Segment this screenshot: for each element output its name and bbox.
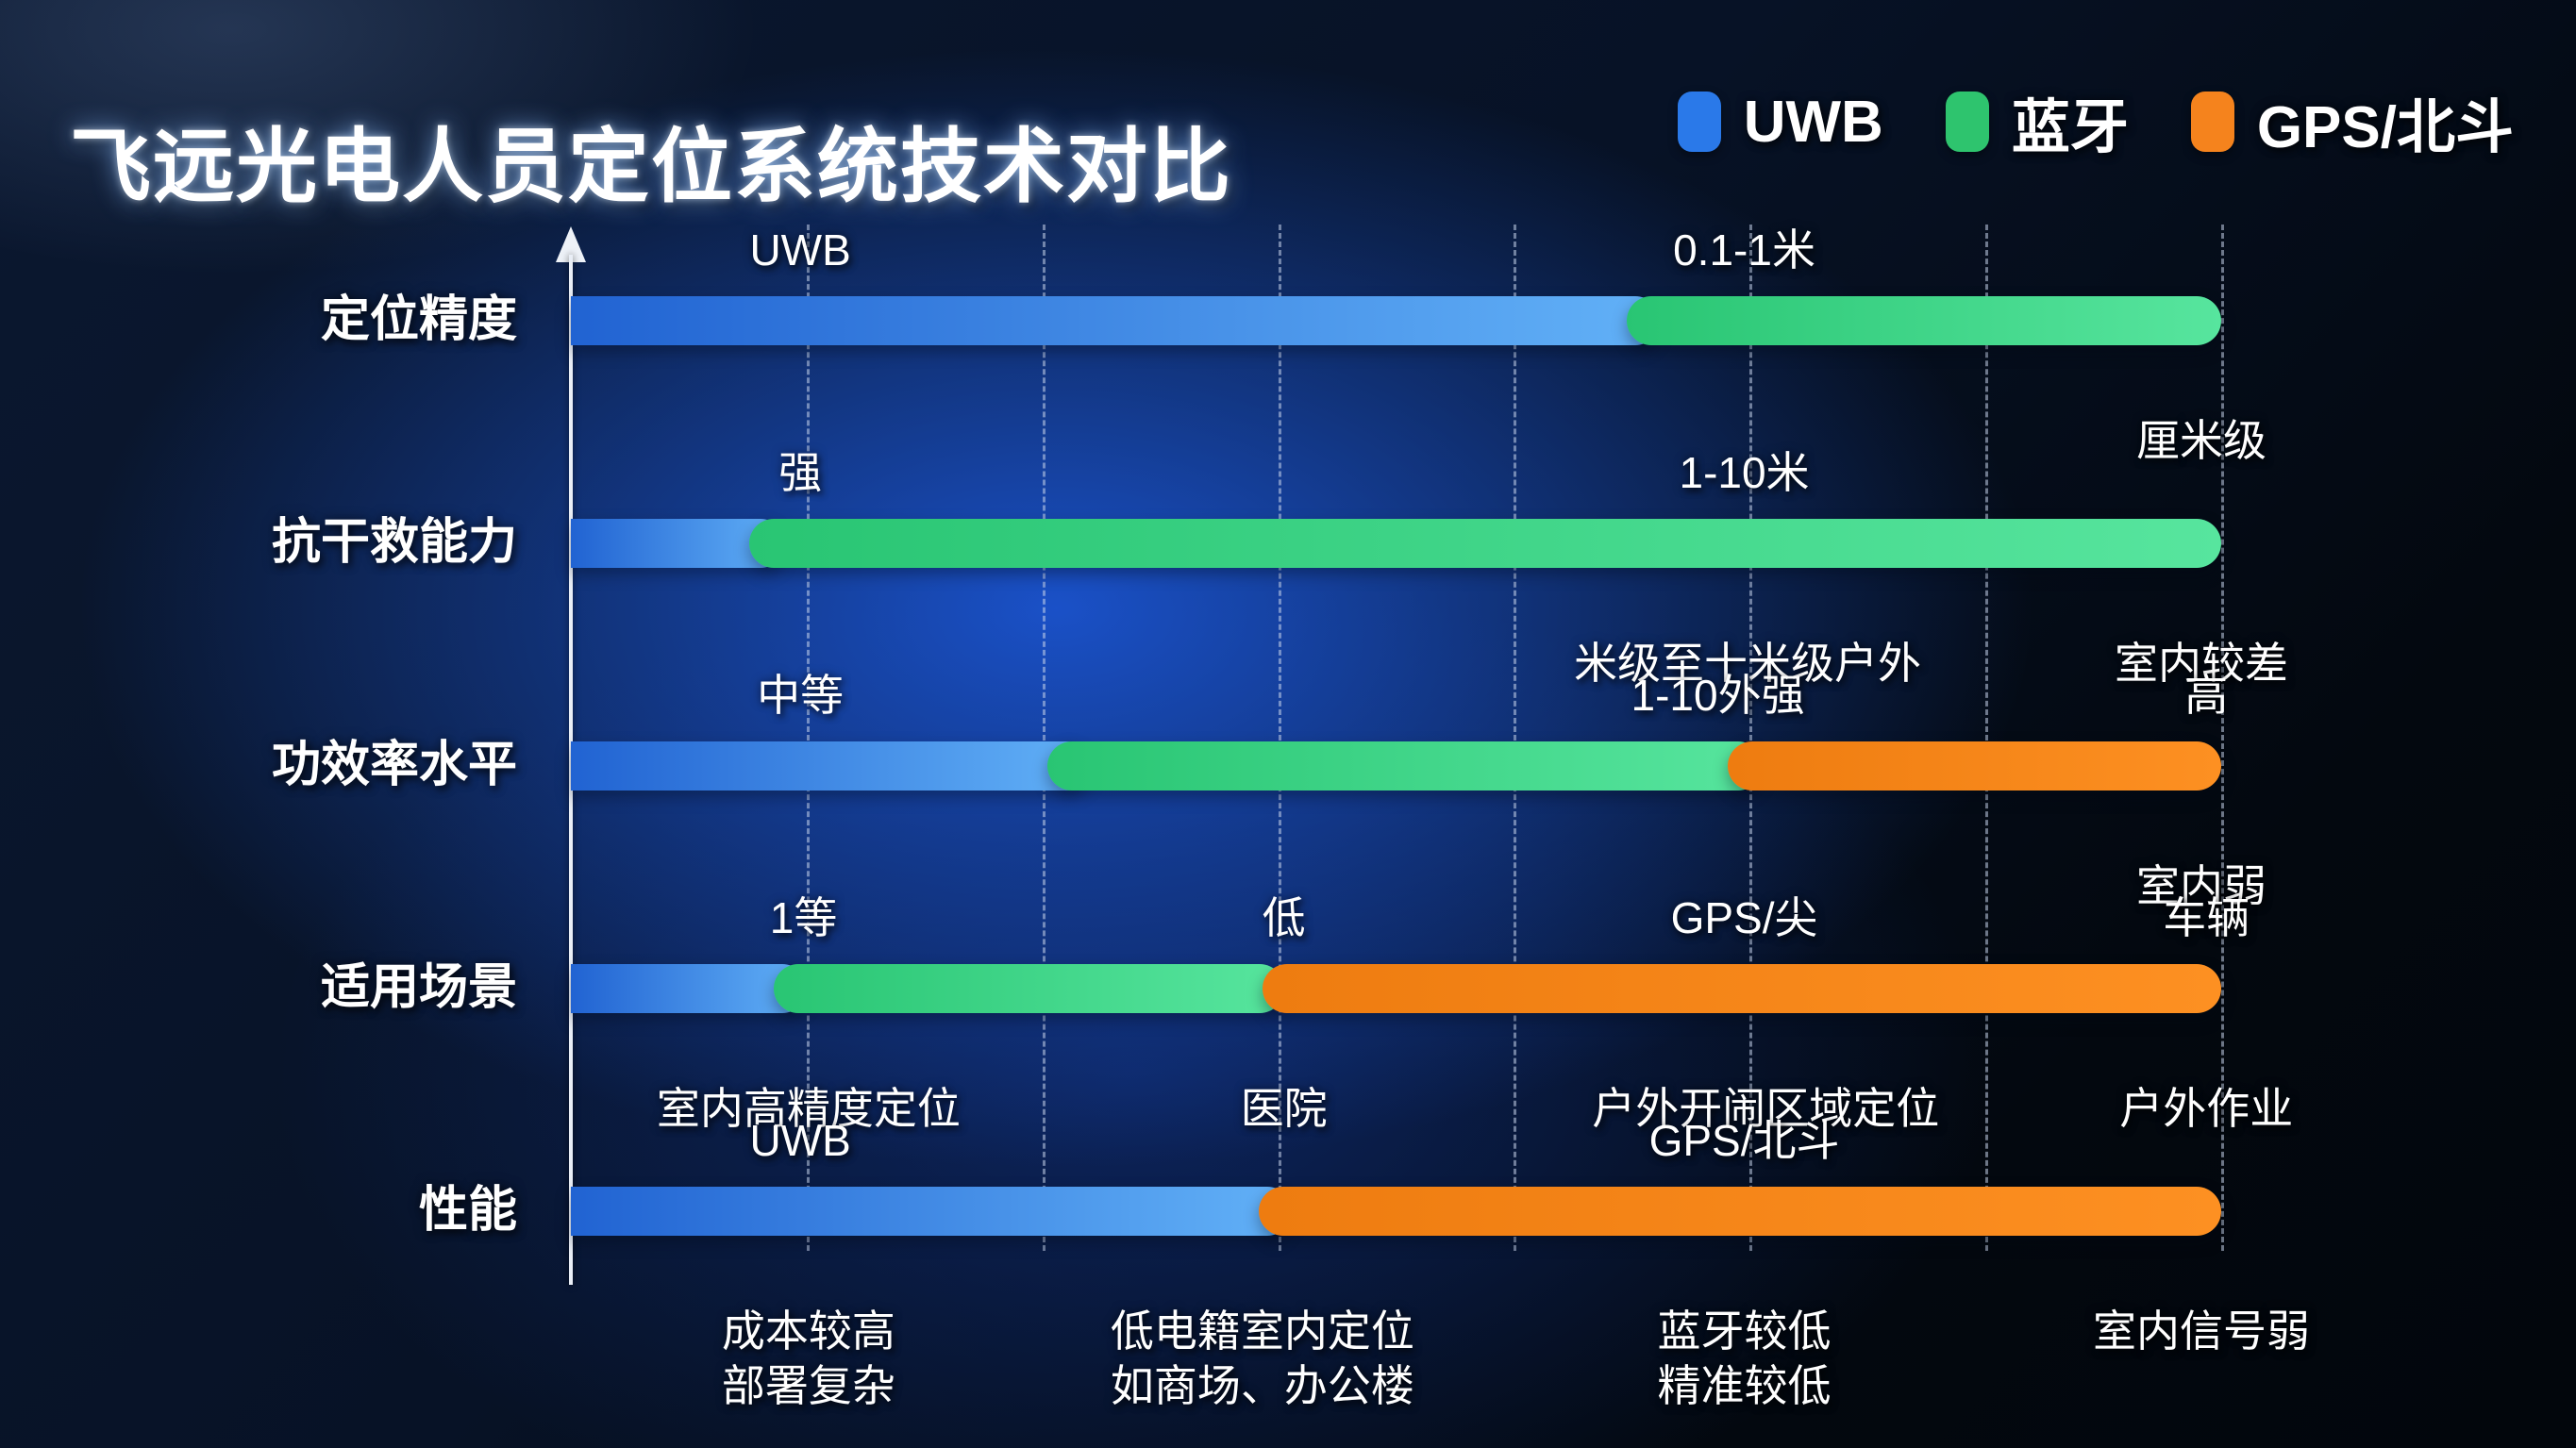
row-category-label: 性能 xyxy=(418,1183,517,1238)
gridline xyxy=(1042,225,1045,1251)
bar-annotation-below: 低电籍室内定位 如商场、办公楼 xyxy=(1110,1307,1414,1410)
bar-annotation-below: 医院 xyxy=(1240,1084,1328,1133)
bar-annotation-below: 米级至十米级户外 xyxy=(1574,639,1922,688)
bar-annotation-above: 低 xyxy=(1262,893,1306,942)
bar-segment xyxy=(1627,296,2221,345)
bar-annotation-above: UWB xyxy=(749,225,851,275)
bar-segment xyxy=(748,519,2221,568)
legend-swatch-icon xyxy=(1677,92,1721,152)
gridline xyxy=(1278,225,1281,1251)
gridline xyxy=(1749,225,1753,1251)
bar-annotation-above: UWB xyxy=(749,1116,851,1165)
bar-annotation-below: 室内较差 xyxy=(2115,639,2288,688)
bar-annotation-above: 车辆 xyxy=(2163,893,2250,942)
bar-segment xyxy=(1262,964,2221,1013)
bar-annotation-below: 室内弱 xyxy=(2136,861,2267,910)
bar-segment xyxy=(1259,1187,2221,1236)
gridline xyxy=(1985,225,1989,1251)
gridline xyxy=(2221,225,2224,1251)
bar-annotation-above: 强 xyxy=(778,448,823,497)
legend-label: 蓝牙 xyxy=(2011,95,2129,160)
bar-annotation-below: 蓝牙较低 精准较低 xyxy=(1657,1307,1832,1410)
bar-annotation-above: 0.1-1米 xyxy=(1673,225,1815,275)
bar-annotation-above: 中等 xyxy=(757,671,845,720)
row-category-label: 抗干救能力 xyxy=(271,515,517,570)
page-title: 飞远光电人员定位系统技术对比 xyxy=(70,121,1232,212)
row-category-label: 功效率水平 xyxy=(271,738,517,792)
bar-segment xyxy=(571,296,1661,345)
bar-annotation-below: 室内高精度定位 xyxy=(656,1084,961,1133)
legend-label: GPS/北斗 xyxy=(2256,95,2514,160)
bar-segment xyxy=(571,964,808,1013)
gridline xyxy=(806,225,810,1251)
row-category-label: 适用场景 xyxy=(320,960,517,1015)
bar-annotation-below: 户外开闹区域定位 xyxy=(1592,1084,1940,1133)
bar-track xyxy=(571,519,2221,568)
bar-track xyxy=(571,1187,2221,1236)
bar-annotation-below: 户外作业 xyxy=(2119,1084,2294,1133)
bar-segment xyxy=(774,964,1284,1013)
bar-segment xyxy=(1728,741,2221,791)
legend-swatch-icon xyxy=(1945,92,1989,152)
row-category-label: 定位精度 xyxy=(320,292,517,347)
bar-segment xyxy=(571,1187,1293,1236)
legend-item: UWB xyxy=(1677,89,1883,156)
bar-annotation-above: 高 xyxy=(2184,671,2229,720)
bar-segment xyxy=(571,741,1091,791)
bar-annotation-below: 成本较高 部署复杂 xyxy=(721,1307,895,1410)
bar-annotation-above: 1-10米 xyxy=(1679,448,1810,497)
bar-segment xyxy=(1047,741,1763,791)
legend-swatch-icon xyxy=(2190,92,2234,152)
bar-track xyxy=(571,741,2221,791)
bar-annotation-above: GPS/尖 xyxy=(1670,893,1818,942)
legend: UWB 蓝牙 GPS/北斗 xyxy=(1677,79,2514,164)
bar-annotation-below: 室内信号弱 xyxy=(2093,1307,2310,1356)
bar-annotation-above: 1等 xyxy=(769,893,838,942)
bar-track xyxy=(571,296,2221,345)
legend-item: 蓝牙 xyxy=(1945,79,2129,164)
legend-item: GPS/北斗 xyxy=(2190,79,2514,164)
bar-annotation-below: 厘米级 xyxy=(2136,416,2267,465)
bar-track xyxy=(571,964,2221,1013)
bar-annotation-above: GPS/北斗 xyxy=(1648,1116,1840,1165)
legend-label: UWB xyxy=(1743,89,1883,155)
bar-annotation-above: 1-10外强 xyxy=(1631,671,1805,720)
gridline xyxy=(1514,225,1517,1251)
